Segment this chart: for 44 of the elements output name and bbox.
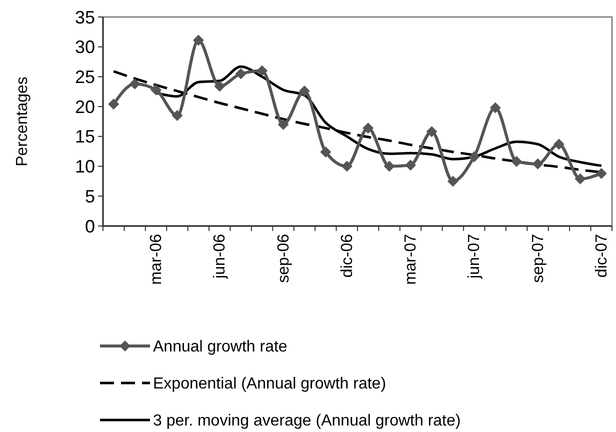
legend-label: 3 per. moving average (Annual growth rate) — [153, 412, 461, 430]
point — [574, 173, 586, 184]
y-tick-label: 5 — [84, 186, 95, 206]
x-tick-label: sep-06 — [275, 234, 292, 283]
point — [511, 156, 522, 168]
point — [172, 110, 183, 122]
point — [596, 168, 607, 179]
x-tick-label: jun-07 — [466, 234, 484, 280]
y-tick-label: 20 — [74, 96, 95, 117]
x-tick-label: mar-07 — [402, 234, 420, 285]
point — [490, 102, 501, 114]
point — [532, 158, 544, 170]
point — [405, 160, 416, 171]
point — [150, 84, 162, 96]
x-tick-label: dic-07 — [593, 234, 610, 278]
point — [278, 118, 289, 130]
point — [384, 160, 395, 172]
point — [192, 34, 204, 46]
point — [553, 138, 564, 150]
y-tick-label: 0 — [84, 216, 95, 236]
point — [320, 146, 332, 158]
point — [426, 126, 438, 138]
point — [256, 65, 268, 76]
point — [235, 68, 246, 80]
point — [108, 98, 120, 110]
point — [129, 78, 140, 90]
point — [362, 122, 374, 134]
point — [341, 160, 352, 172]
x-tick-label: jun-06 — [212, 234, 229, 280]
legend-label: Annual growth rate — [153, 338, 288, 356]
y-tick-label: 30 — [74, 37, 95, 58]
point — [447, 176, 458, 187]
point — [298, 86, 310, 97]
point — [214, 80, 226, 92]
x-tick-label: dic-06 — [338, 234, 356, 278]
legend-label: Exponential (Annual growth rate) — [153, 376, 386, 393]
point — [468, 151, 480, 162]
y-axis-title: Percentages — [14, 76, 31, 166]
x-tick-label: mar-06 — [148, 234, 166, 285]
y-tick-label: 10 — [74, 156, 95, 177]
y-tick-label: 35 — [74, 7, 95, 28]
y-tick-label: 25 — [74, 67, 95, 88]
y-tick-label: 15 — [74, 126, 95, 147]
x-tick-label: sep-07 — [530, 234, 547, 283]
